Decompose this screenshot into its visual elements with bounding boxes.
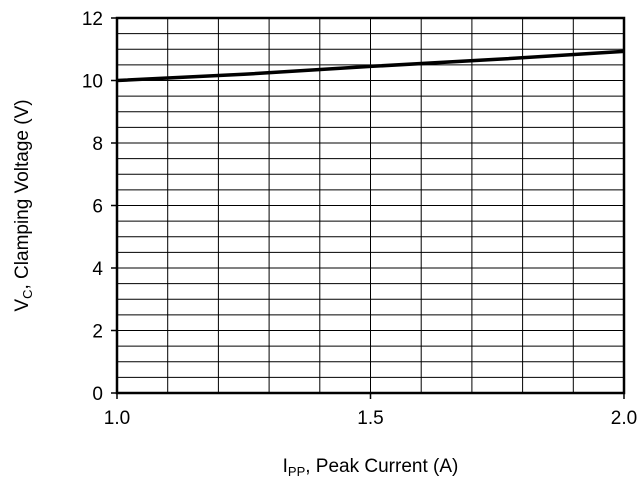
- x-axis-title-rest: , Peak Current (A): [305, 456, 458, 477]
- y-tick-label: 0: [92, 384, 103, 405]
- y-axis-title-subscript: C: [20, 290, 35, 299]
- y-tick-label: 4: [92, 259, 103, 280]
- x-tick-labels: 1.0 1.5 2.0: [104, 408, 637, 429]
- y-tick-label: 8: [92, 134, 103, 155]
- y-tick-label: 6: [92, 197, 103, 218]
- x-axis-title-main: I: [283, 456, 288, 477]
- series-line: [116, 49, 625, 83]
- x-tick-label: 2.0: [611, 408, 637, 429]
- y-tick-label: 12: [82, 9, 103, 30]
- y-axis-title-rest: , Clamping Voltage (V): [12, 99, 33, 289]
- series-layer: [116, 49, 625, 83]
- y-tick-label: 2: [92, 322, 103, 343]
- grid: [117, 18, 624, 393]
- y-axis-title-main: V: [12, 299, 33, 312]
- y-axis-title: VC, Clamping Voltage (V): [12, 99, 35, 311]
- x-tick-label: 1.0: [104, 408, 130, 429]
- tick-marks: [111, 17, 625, 399]
- x-axis-title-subscript: PP: [288, 464, 305, 479]
- x-axis-title: IPP, Peak Current (A): [283, 456, 459, 479]
- y-tick-label: 10: [82, 72, 103, 93]
- x-tick-label: 1.5: [357, 408, 383, 429]
- y-tick-labels: 0 2 4 6 8 10 12: [82, 9, 104, 405]
